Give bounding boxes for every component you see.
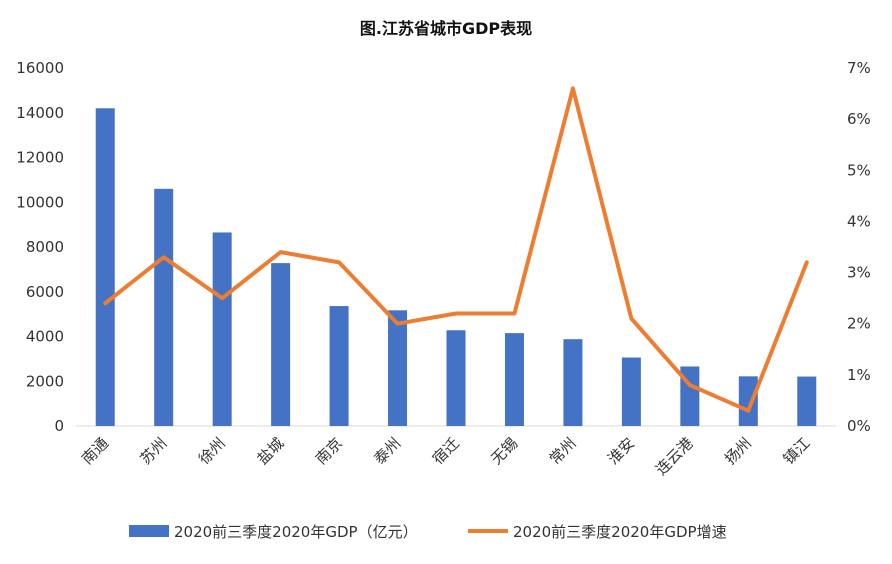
y-left-tick-label: 14000 <box>16 104 64 122</box>
y-right-tick-label: 3% <box>847 264 871 282</box>
growth-point-苏州 <box>162 255 166 259</box>
y-left-tick-label: 4000 <box>26 328 64 346</box>
growth-point-徐州 <box>220 296 224 300</box>
x-category-label: 常州 <box>546 434 580 468</box>
x-category-label: 泰州 <box>370 434 404 468</box>
y-left-tick-label: 10000 <box>16 193 64 211</box>
y-left-tick-label: 12000 <box>16 149 64 167</box>
x-category-label: 苏州 <box>137 434 171 468</box>
legend-label-bar: 2020前三季度2020年GDP（亿元） <box>174 523 418 541</box>
x-category-label: 南通 <box>78 434 112 468</box>
x-category-label: 盐城 <box>253 434 287 468</box>
y-right-tick-label: 6% <box>847 110 871 128</box>
bar-镇江 <box>797 376 817 426</box>
bar-扬州 <box>738 376 758 426</box>
x-category-label: 淮安 <box>604 434 638 468</box>
growth-point-常州 <box>571 86 575 90</box>
bars-layer <box>95 108 817 427</box>
bar-泰州 <box>388 310 408 426</box>
bar-盐城 <box>271 263 291 426</box>
y-right-tick-label: 4% <box>847 212 871 230</box>
growth-point-宿迁 <box>454 311 458 315</box>
y-left-tick-label: 16000 <box>16 59 64 77</box>
line-layer <box>103 86 809 413</box>
y-right-tick-label: 0% <box>847 417 871 435</box>
bar-南京 <box>329 306 349 426</box>
chart-title: 图.江苏省城市GDP表现 <box>360 19 532 38</box>
bar-无锡 <box>504 333 524 426</box>
bar-徐州 <box>212 232 232 426</box>
y-left-tick-label: 6000 <box>26 283 64 301</box>
y-right-tick-label: 1% <box>847 366 871 384</box>
x-category-label: 无锡 <box>487 434 521 468</box>
x-category-label: 扬州 <box>721 434 755 468</box>
x-category-label: 连云港 <box>652 434 697 479</box>
bar-苏州 <box>154 188 174 426</box>
growth-point-连云港 <box>688 383 692 387</box>
y-right-tick-label: 7% <box>847 59 871 77</box>
bar-宿迁 <box>446 330 466 426</box>
growth-point-盐城 <box>279 250 283 254</box>
legend: 2020前三季度2020年GDP（亿元） 2020前三季度2020年GDP增速 <box>129 523 727 541</box>
y-right-tick-label: 5% <box>847 161 871 179</box>
y-left-tick-label: 2000 <box>26 372 64 390</box>
y-left-tick-label: 8000 <box>26 238 64 256</box>
x-category-label: 镇江 <box>780 434 814 468</box>
y-right-tick-label: 2% <box>847 315 871 333</box>
legend-label-line: 2020前三季度2020年GDP增速 <box>513 523 727 541</box>
legend-swatch-bar <box>129 525 169 537</box>
bar-淮安 <box>621 357 641 426</box>
growth-point-泰州 <box>396 322 400 326</box>
bar-常州 <box>563 339 583 426</box>
x-category-label: 宿迁 <box>429 434 463 468</box>
growth-point-无锡 <box>512 311 516 315</box>
growth-point-南通 <box>103 301 107 305</box>
growth-point-南京 <box>337 260 341 264</box>
x-category-label: 徐州 <box>195 434 229 468</box>
growth-point-淮安 <box>629 317 633 321</box>
growth-point-扬州 <box>746 409 750 413</box>
x-category-label: 南京 <box>312 434 346 468</box>
bar-南通 <box>95 108 115 427</box>
growth-point-镇江 <box>805 260 809 264</box>
y-left-tick-label: 0 <box>54 417 64 435</box>
